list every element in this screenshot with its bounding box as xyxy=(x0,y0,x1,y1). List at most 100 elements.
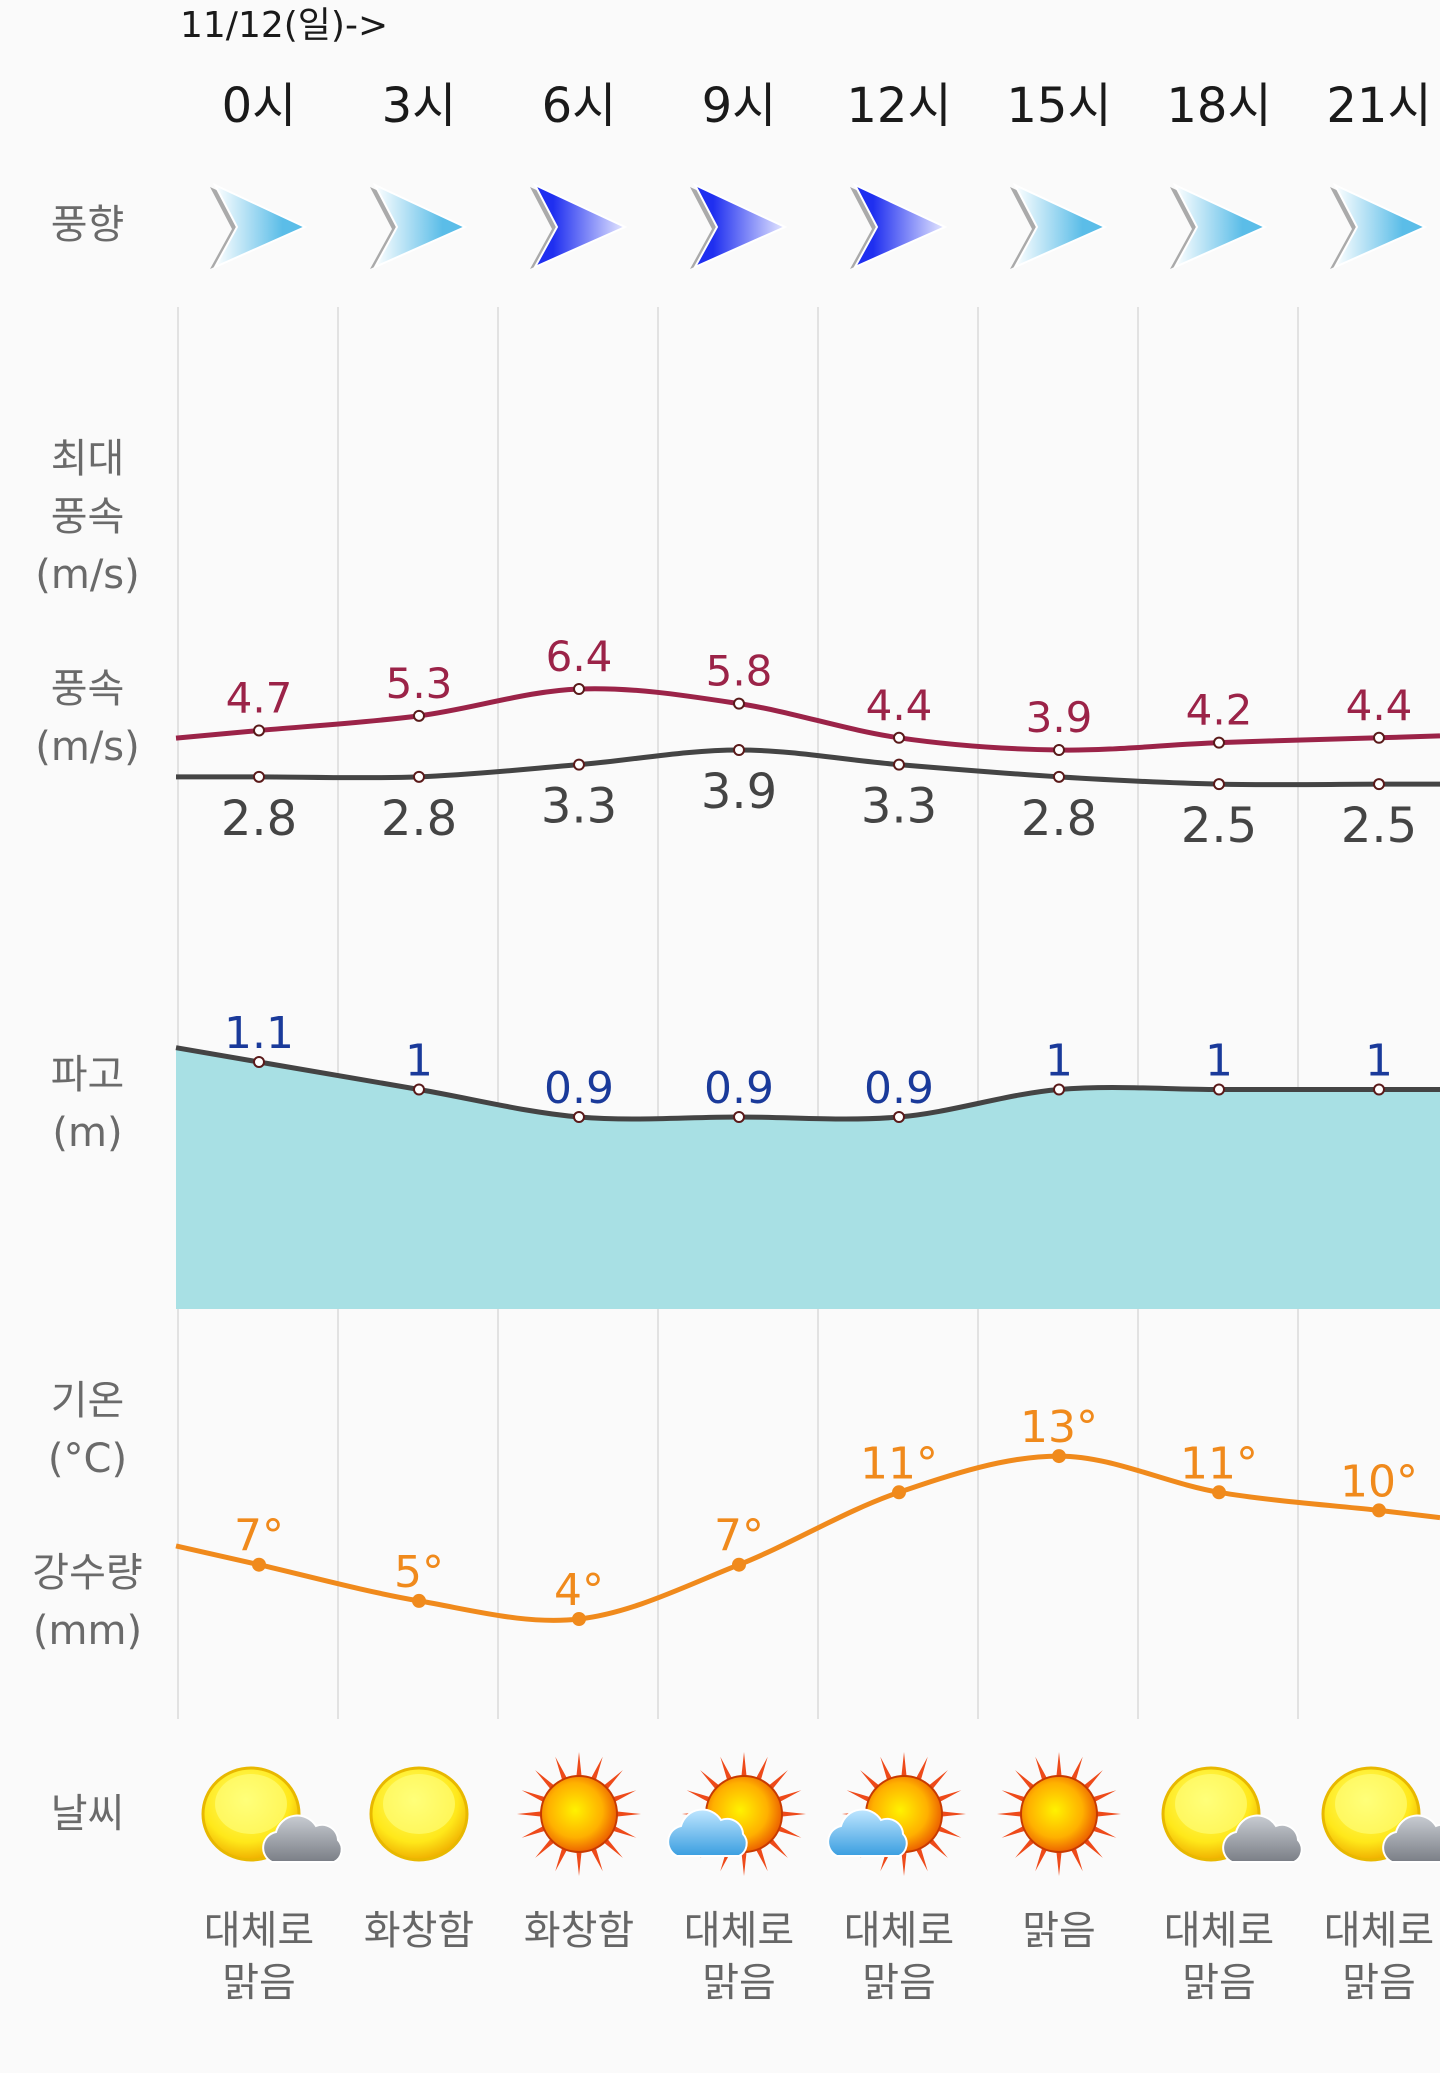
label-line: 강수량 xyxy=(32,1550,143,1596)
sun-cloud-gray-icon xyxy=(1161,1766,1303,1863)
data-point xyxy=(1213,778,1225,791)
data-point xyxy=(252,1557,266,1572)
data-label: 3.9 xyxy=(701,764,777,820)
data-point xyxy=(413,770,425,783)
data-label: 1.1 xyxy=(224,1008,294,1059)
wave_height-series: 1.1 1 0.9 0.9 0.9 1 1 1 xyxy=(175,1008,1440,1309)
data-label: 3.3 xyxy=(541,779,617,835)
data-point xyxy=(412,1593,426,1608)
wind-direction-arrow-icon xyxy=(850,182,948,270)
data-label: 5° xyxy=(394,1547,444,1598)
weather-description: 화창함 xyxy=(499,1905,659,1957)
data-point xyxy=(1213,736,1225,749)
wave_height-line xyxy=(175,1045,1440,1122)
wind_speed-series: 2.8 2.8 3.3 3.9 3.3 2.8 2.5 2.5 xyxy=(176,744,1440,854)
data-point xyxy=(573,1111,585,1123)
data-label: 1 xyxy=(1205,1036,1233,1087)
data-label: 2.8 xyxy=(221,791,297,847)
wind-direction-arrow-icon xyxy=(690,182,788,270)
hour-label: 0시 xyxy=(221,78,297,134)
data-point xyxy=(1053,1083,1065,1096)
data-point xyxy=(892,1485,906,1500)
data-label: 2.8 xyxy=(381,791,457,847)
wind-direction-arrow-icon xyxy=(1330,182,1428,270)
data-label: 10° xyxy=(1340,1456,1418,1507)
data-point xyxy=(413,709,425,722)
label-line: 기온 xyxy=(50,1378,125,1424)
hour-label: 21시 xyxy=(1326,78,1432,134)
sun-cloud-gray-icon xyxy=(201,1766,343,1863)
weather-text-line: 맑음 xyxy=(1182,1960,1256,2006)
wind_speed-line xyxy=(176,747,1440,788)
data-label: 1 xyxy=(405,1036,433,1087)
data-label: 4.2 xyxy=(1186,686,1253,735)
weather-text-line: 맑음 xyxy=(702,1960,776,2006)
weather-description: 맑음 xyxy=(979,1905,1139,1957)
data-point xyxy=(1212,1485,1226,1500)
weather-text-line: 맑음 xyxy=(862,1960,936,2006)
weather-text-line: 대체로 xyxy=(843,1908,955,1954)
label-line: 최대 xyxy=(50,436,125,482)
weather-text-line: 대체로 xyxy=(1163,1908,1275,1954)
hour-label: 3시 xyxy=(381,78,457,134)
data-label: 11° xyxy=(860,1438,938,1489)
data-point xyxy=(1053,744,1065,756)
data-point xyxy=(1373,1083,1385,1096)
data-label: 2.5 xyxy=(1181,798,1257,854)
sun-cloud-gray-icon xyxy=(1321,1766,1440,1863)
data-point xyxy=(893,1111,905,1123)
wind-direction-arrow-icon xyxy=(530,182,628,270)
weather-text-line: 대체로 xyxy=(683,1908,795,1954)
data-label: 3.3 xyxy=(861,779,937,835)
data-label: 6.4 xyxy=(546,632,613,681)
label-wind-direction: 풍향 xyxy=(50,202,125,248)
data-point xyxy=(732,1557,746,1572)
wind-direction-arrow-icon xyxy=(1010,182,1108,270)
label-line: (m) xyxy=(52,1110,123,1156)
data-label: 7° xyxy=(714,1511,764,1562)
data-point xyxy=(573,758,585,771)
max_wind_speed-series: 4.7 5.3 6.4 5.8 4.4 3.9 4.2 4.4 xyxy=(175,632,1440,756)
data-label: 4° xyxy=(554,1565,604,1616)
hour-label: 12시 xyxy=(846,78,952,134)
label-weather: 날씨 xyxy=(50,1791,125,1837)
weather-text-line: 맑음 xyxy=(222,1960,296,2006)
data-label: 4.4 xyxy=(866,681,933,730)
grid-lines xyxy=(177,307,1299,1719)
data-point xyxy=(1373,731,1385,744)
data-point xyxy=(1213,1083,1225,1096)
data-point xyxy=(1372,1503,1386,1518)
temperature-line xyxy=(175,1453,1440,1623)
data-label: 5.8 xyxy=(706,647,773,696)
label-line: 풍속 xyxy=(50,666,125,712)
data-point xyxy=(413,1083,425,1096)
date-header: 11/12(일)-> xyxy=(180,5,389,46)
data-label: 0.9 xyxy=(544,1063,614,1114)
data-point xyxy=(572,1612,586,1626)
weather-description: 화창함 xyxy=(339,1905,499,1957)
data-label: 11° xyxy=(1180,1438,1258,1489)
label-wave: 파고 (m) xyxy=(0,1046,175,1162)
weather-text-line: 대체로 xyxy=(203,1908,315,1954)
label-line: (mm) xyxy=(32,1608,143,1654)
label-wind-speed: 풍속 (m/s) xyxy=(0,660,175,776)
data-label: 4.7 xyxy=(226,673,293,722)
sun-plain-icon xyxy=(369,1766,469,1862)
data-point xyxy=(573,683,585,695)
wind-direction-arrow-icon xyxy=(370,182,468,270)
data-label: 7° xyxy=(234,1511,284,1562)
label-line: 풍속 xyxy=(50,494,125,540)
weather-text-line: 화창함 xyxy=(363,1908,475,1954)
data-point xyxy=(253,724,265,737)
sun-rays-icon xyxy=(517,1752,641,1876)
weather-text-line: 맑음 xyxy=(1342,1960,1416,2006)
data-point xyxy=(1373,778,1385,791)
data-label: 4.4 xyxy=(1346,681,1413,730)
data-point xyxy=(253,770,265,783)
max_wind_speed-line xyxy=(175,686,1440,753)
sun-rays-icon xyxy=(997,1752,1121,1876)
